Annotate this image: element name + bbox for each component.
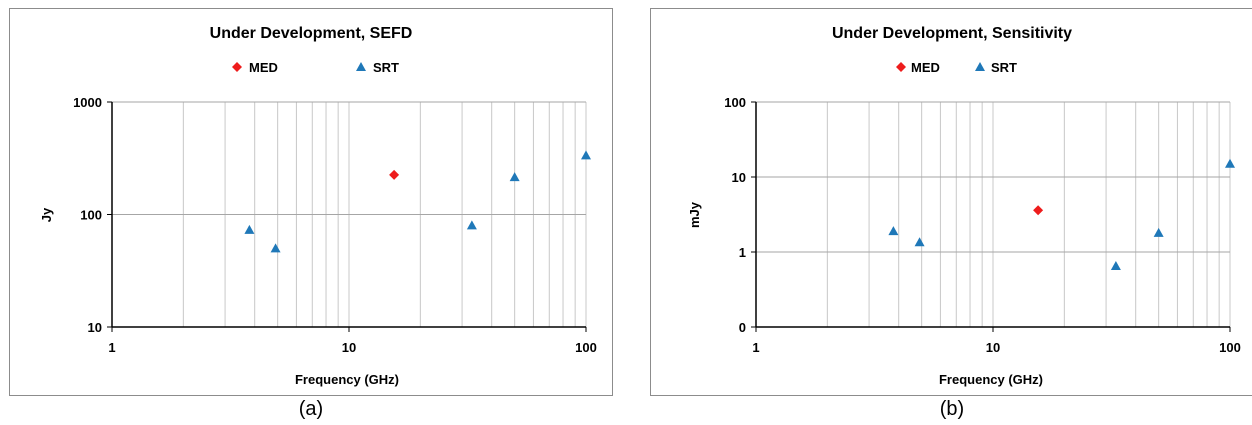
y-tick-label: 10 [88,320,102,335]
x-tick-label: 1 [108,340,115,355]
x-tick-label: 100 [575,340,597,355]
legend-marker-srt [356,62,366,71]
chart-panel-sensitivity: Under Development, Sensitivity MED SRT 1… [650,0,1252,425]
data-point-srt [1110,261,1121,271]
chart-title: Under Development, Sensitivity [832,25,1072,42]
figure-caption: (b) [939,398,965,420]
x-axis-title: Frequency (GHz) [295,372,399,387]
legend-label-srt: SRT [991,60,1017,75]
x-tick-label: 1 [752,340,759,355]
y-tick-label: 10 [732,170,746,185]
data-point-srt [581,150,591,160]
data-point-med [389,169,400,180]
chart-frame [9,8,613,396]
y-tick-label: 100 [80,208,102,223]
legend: MED SRT [896,60,1017,75]
legend-marker-med [232,62,242,72]
legend-label-med: MED [249,60,278,75]
data-point-srt [914,237,925,247]
legend-label-srt: SRT [373,60,399,75]
chart-panel-sefd: Under Development, SEFD MED SRT 1 10 100 1… [9,0,613,425]
legend-marker-med [896,62,906,72]
data-point-srt [509,172,520,182]
data-point-srt [270,243,281,253]
x-tick-label: 100 [1219,340,1241,355]
x-tick-label: 10 [342,340,356,355]
x-axis-title: Frequency (GHz) [939,372,1043,387]
y-axis-title: mJy [687,201,702,228]
data-point-srt [466,220,477,230]
data-point-med [1033,205,1044,216]
y-tick-label: 1 [739,245,746,260]
chart-sefd: Under Development, SEFD MED SRT 1 10 100 1… [9,8,613,396]
y-tick-label: 0 [739,320,746,335]
data-point-srt [888,226,899,236]
y-tick-label: 100 [724,95,746,110]
data-point-srt [1153,227,1164,237]
legend-label-med: MED [911,60,940,75]
legend-marker-srt [975,62,985,71]
chart-title: Under Development, SEFD [210,25,413,42]
data-point-srt [1225,158,1235,168]
figure-caption: (a) [298,398,324,420]
data-point-srt [244,224,255,234]
y-axis-title: Jy [39,207,54,222]
chart-frame [650,8,1252,396]
y-tick-label: 1000 [73,95,102,110]
x-tick-label: 10 [986,340,1000,355]
legend: MED SRT [232,60,399,75]
chart-sensitivity: Under Development, Sensitivity MED SRT 1… [650,8,1252,396]
